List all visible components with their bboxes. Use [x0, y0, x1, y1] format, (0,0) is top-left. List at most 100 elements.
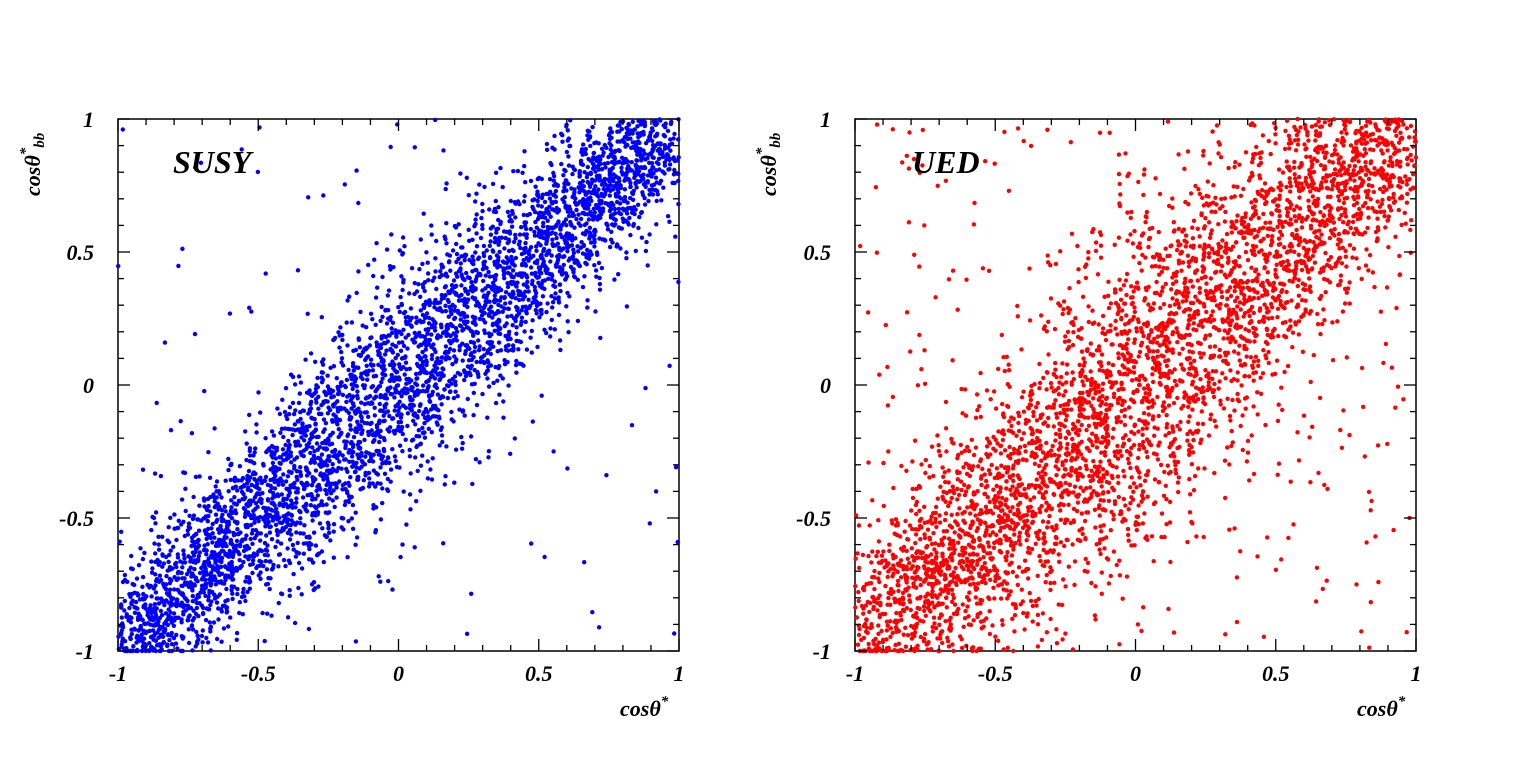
- scatter-point: [205, 572, 210, 577]
- scatter-point: [593, 184, 598, 189]
- scatter-point: [500, 309, 505, 314]
- scatter-point: [490, 224, 495, 229]
- scatter-point: [380, 486, 385, 491]
- scatter-point: [1391, 527, 1396, 533]
- scatter-point: [132, 582, 137, 588]
- scatter-point: [412, 145, 417, 150]
- scatter-point: [551, 173, 557, 179]
- scatter-point: [454, 357, 459, 362]
- scatter-point: [1031, 413, 1036, 419]
- scatter-point: [520, 170, 525, 175]
- scatter-point: [632, 175, 637, 180]
- scatter-point: [459, 434, 464, 440]
- scatter-point: [422, 430, 427, 435]
- scatter-point: [536, 265, 542, 270]
- scatter-point: [292, 620, 298, 626]
- scatter-point: [435, 356, 440, 361]
- scatter-point: [547, 177, 553, 182]
- scatter-point: [583, 146, 588, 152]
- scatter-point: [338, 383, 343, 389]
- scatter-point: [1366, 183, 1372, 188]
- scatter-point: [335, 399, 340, 404]
- scatter-point: [552, 327, 557, 332]
- scatter-point: [458, 261, 463, 266]
- scatter-point: [426, 378, 432, 383]
- scatter-point: [431, 342, 436, 347]
- scatter-point: [202, 388, 207, 394]
- scatter-point: [540, 278, 545, 284]
- scatter-point: [421, 410, 427, 415]
- scatter-point: [449, 409, 454, 415]
- scatter-point: [578, 223, 583, 228]
- scatter-point: [301, 483, 307, 489]
- scatter-point: [195, 538, 201, 543]
- scatter-point: [432, 383, 437, 389]
- scatter-point: [613, 194, 619, 199]
- scatter-point: [649, 174, 654, 179]
- scatter-point: [534, 303, 540, 308]
- scatter-point: [429, 356, 435, 362]
- scatter-point: [1244, 241, 1250, 247]
- scatter-point: [288, 372, 294, 377]
- scatter-point: [443, 236, 448, 242]
- scatter-point: [559, 161, 564, 167]
- scatter-point: [591, 190, 597, 196]
- scatter-point: [650, 155, 655, 160]
- scatter-point: [186, 627, 191, 632]
- scatter-point: [208, 629, 213, 634]
- scatter-point: [262, 478, 268, 484]
- scatter-point: [227, 311, 233, 316]
- scatter-point: [503, 235, 508, 241]
- x-tick-label: 1: [674, 661, 685, 686]
- scatter-point: [632, 127, 637, 132]
- scatter-point: [635, 139, 641, 144]
- scatter-point: [197, 503, 202, 508]
- scatter-point: [523, 304, 528, 309]
- scatter-point: [510, 323, 515, 328]
- scatter-point: [1251, 310, 1257, 316]
- scatter-point: [1368, 197, 1373, 202]
- scatter-point: [263, 474, 269, 480]
- scatter-point: [1006, 592, 1012, 598]
- scatter-point: [480, 208, 485, 214]
- scatter-point: [168, 428, 174, 433]
- scatter-point: [294, 496, 299, 501]
- scatter-point: [297, 508, 302, 514]
- scatter-point: [964, 277, 969, 282]
- scatter-point: [411, 418, 416, 423]
- scatter-point: [208, 563, 213, 569]
- scatter-point: [306, 195, 311, 200]
- scatter-point: [317, 485, 322, 490]
- scatter-point: [907, 130, 912, 135]
- scatter-point: [460, 310, 465, 316]
- scatter-point: [505, 306, 511, 311]
- scatter-point: [472, 296, 477, 302]
- scatter-point: [180, 636, 185, 641]
- scatter-point: [582, 222, 587, 228]
- scatter-point: [324, 534, 330, 539]
- scatter-point: [354, 290, 359, 296]
- scatter-point: [328, 481, 333, 487]
- scatter-point: [571, 274, 577, 279]
- scatter-point: [528, 265, 534, 270]
- scatter-point: [210, 589, 215, 595]
- scatter-point: [427, 338, 432, 343]
- scatter-point: [242, 514, 248, 519]
- scatter-point: [528, 245, 534, 250]
- scatter-point: [298, 516, 303, 521]
- scatter-point: [1242, 311, 1248, 316]
- scatter-point: [1029, 546, 1035, 552]
- scatter-point: [534, 244, 539, 249]
- scatter-point: [952, 602, 958, 607]
- scatter-point: [339, 380, 344, 385]
- x-tick-label: 0: [393, 661, 404, 686]
- scatter-point: [309, 435, 314, 440]
- scatter-point: [467, 238, 472, 243]
- scatter-point: [434, 238, 439, 244]
- scatter-point: [175, 555, 181, 560]
- scatter-point: [633, 248, 638, 254]
- scatter-point: [379, 380, 384, 385]
- scatter-point: [275, 532, 280, 538]
- scatter-point: [553, 262, 559, 268]
- scatter-point: [264, 567, 270, 572]
